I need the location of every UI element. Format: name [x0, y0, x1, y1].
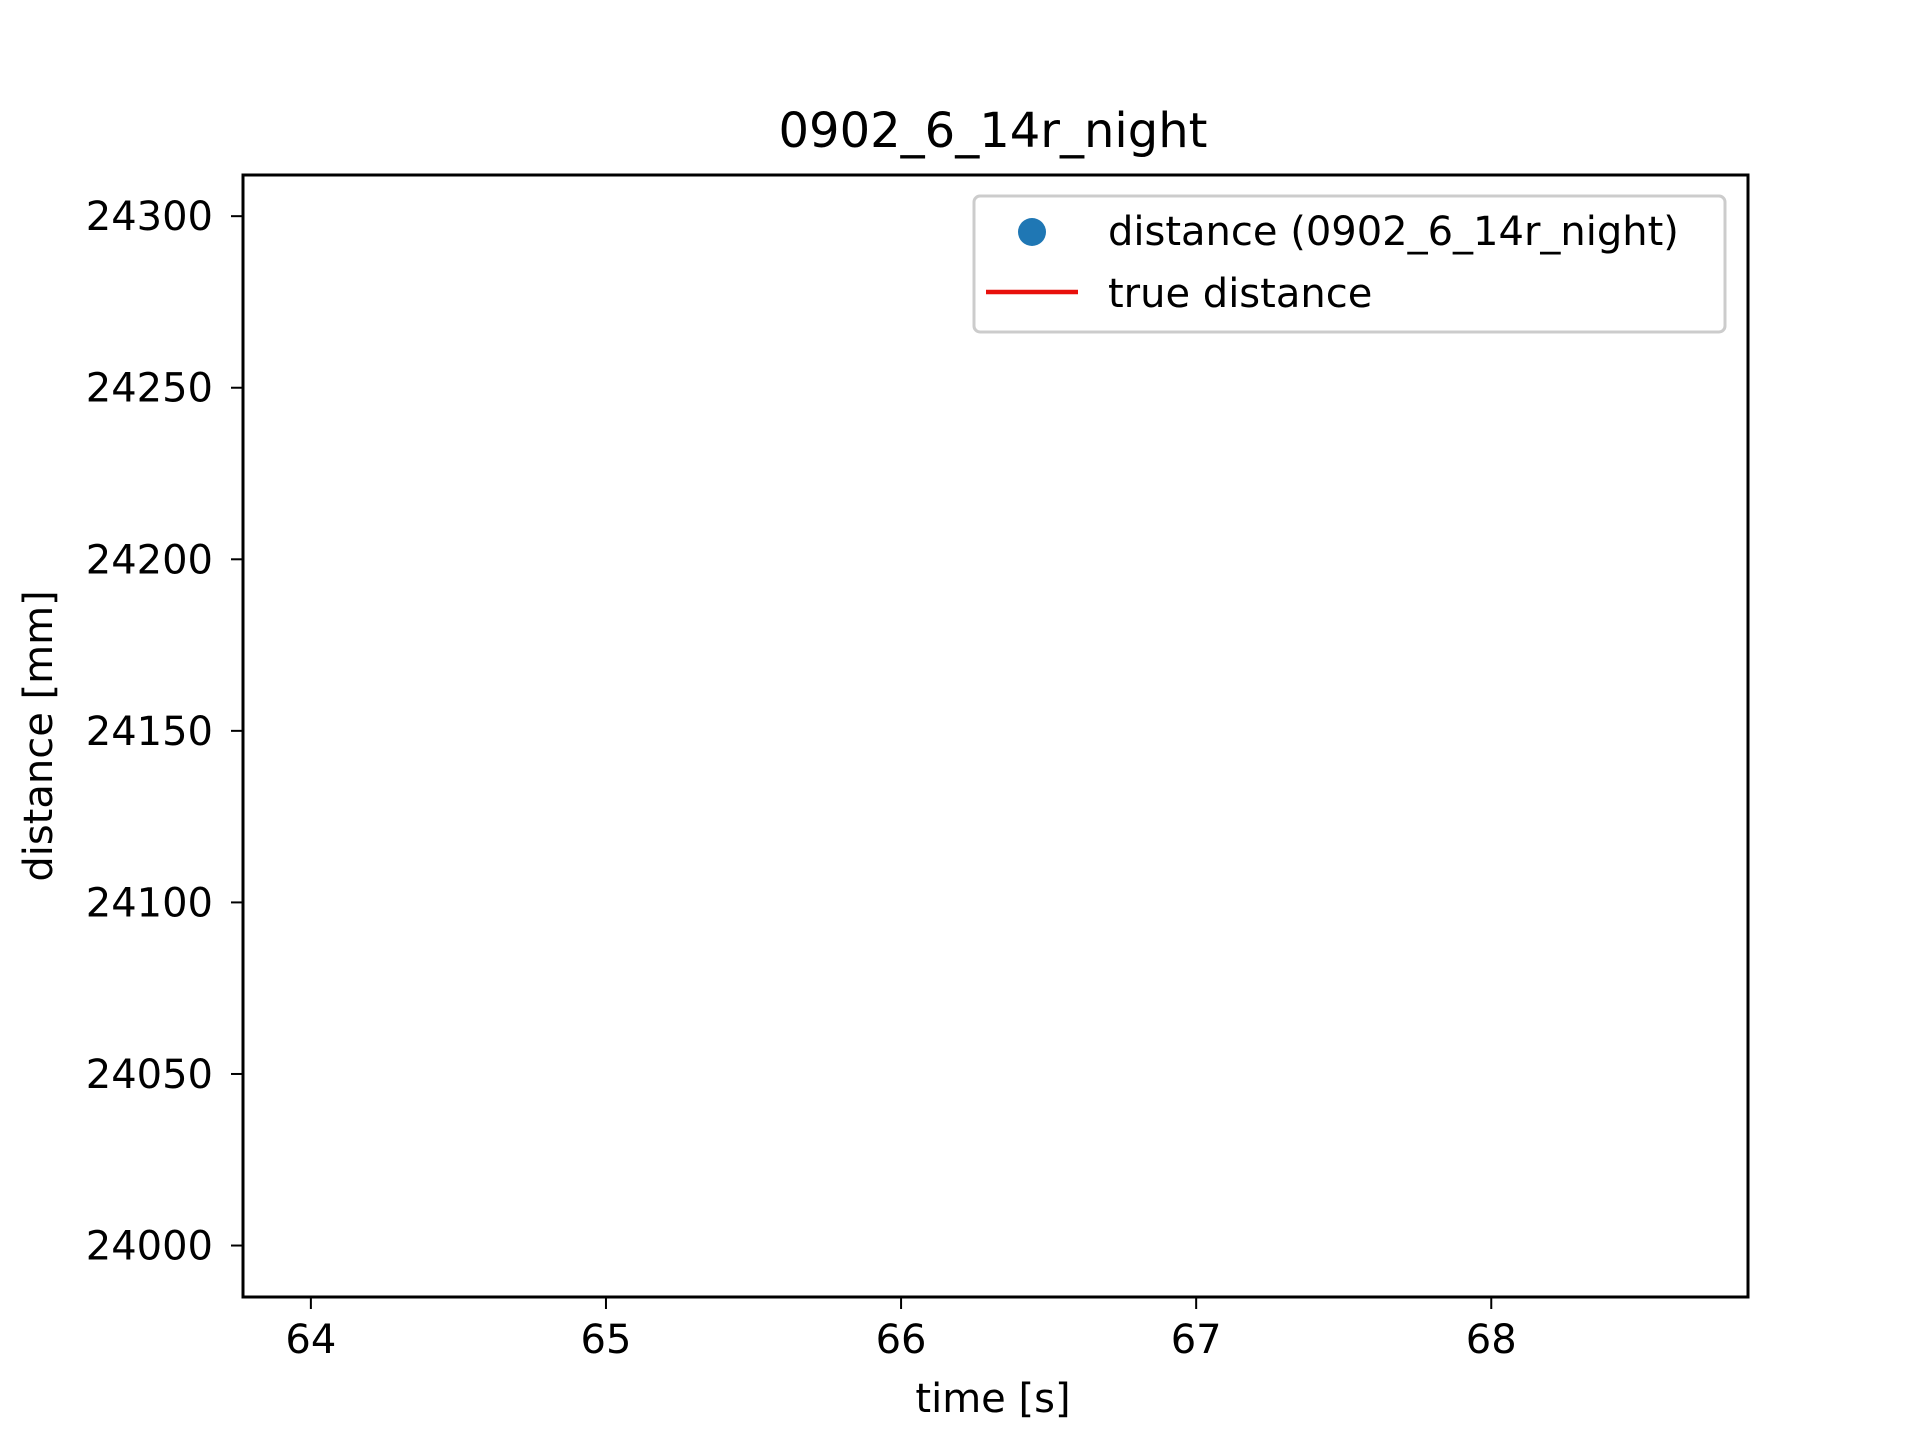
- x-tick-label: 66: [876, 1317, 927, 1363]
- y-tick-label: 24200: [86, 537, 213, 583]
- y-tick-label: 24000: [86, 1224, 213, 1270]
- x-tick-label: 64: [285, 1317, 336, 1363]
- y-tick-label: 24150: [86, 709, 213, 755]
- legend-box: [972, 194, 1727, 334]
- x-tick-label: 68: [1466, 1317, 1517, 1363]
- y-tick-label: 24250: [86, 366, 213, 412]
- y-axis-label: distance [mm]: [16, 590, 62, 881]
- legend-marker-distance: [1018, 218, 1046, 246]
- legend-label-true-distance: true distance: [1108, 271, 1372, 317]
- y-tick-label: 24100: [86, 880, 213, 926]
- x-axis-ticks: 64 65 66 67 68: [285, 1297, 1517, 1363]
- x-axis-label: time [s]: [915, 1376, 1070, 1422]
- y-axis-ticks: 24000 24050 24100 24150 24200 24250 24300: [86, 194, 243, 1270]
- x-tick-label: 67: [1171, 1317, 1222, 1363]
- x-tick-label: 65: [581, 1317, 632, 1363]
- y-tick-label: 24300: [86, 194, 213, 240]
- legend: distance (0902_6_14r_night) true distanc…: [972, 194, 1727, 334]
- axes-frame: [241, 173, 1750, 1299]
- legend-label-distance: distance (0902_6_14r_night): [1108, 209, 1679, 255]
- chart-title: 0902_6_14r_night: [779, 103, 1208, 159]
- y-tick-label: 24050: [86, 1052, 213, 1098]
